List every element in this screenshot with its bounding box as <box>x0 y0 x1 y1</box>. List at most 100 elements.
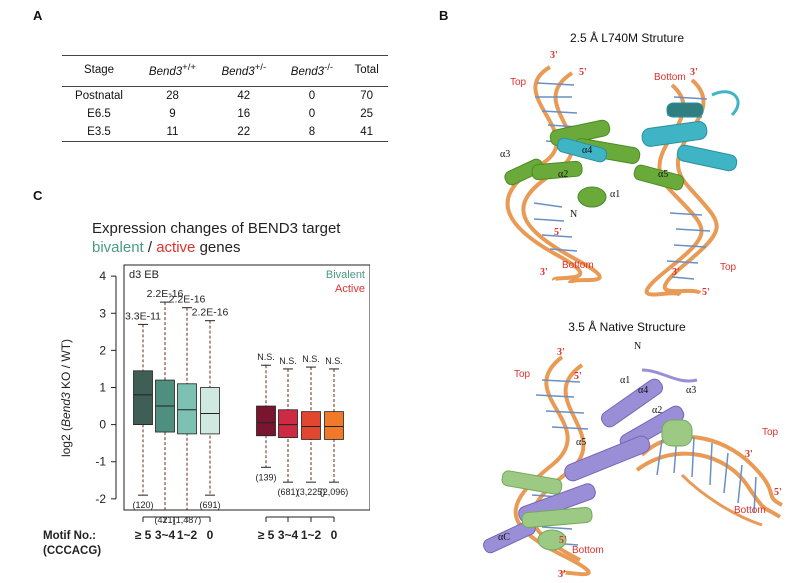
protein-ribbon-green <box>501 419 693 551</box>
label-alpha1: α1 <box>620 375 630 386</box>
cell-total: 25 <box>360 107 374 120</box>
y-tick-label: -2 <box>95 492 106 506</box>
y-axis: -2 -1 0 1 2 3 4 <box>95 269 117 506</box>
panel-label-a: A <box>33 8 43 23</box>
label-5prime: 5' <box>579 67 587 78</box>
box-iqr <box>324 411 344 440</box>
protein-ribbon-purple <box>483 368 698 554</box>
sample-size-label: (3,225) <box>297 487 326 497</box>
x-tick-label: 1~2 <box>177 528 198 542</box>
panel-label-b: B <box>439 8 449 23</box>
sample-size-label: (681) <box>277 487 298 497</box>
p-value-label: N.S. <box>257 352 275 362</box>
cell-het: 22 <box>208 122 279 142</box>
cell-total: 70 <box>360 89 374 102</box>
table-row: E6.5 9 16 0 25 <box>62 105 388 123</box>
label-3prime: 3' <box>540 267 548 278</box>
cell-wt: 28 <box>166 89 179 102</box>
p-value-label: N.S. <box>302 354 320 364</box>
label-n-terminus: N <box>570 209 577 220</box>
label-alpha5: α5 <box>576 437 586 448</box>
plot-frame <box>123 264 370 511</box>
title-bivalent: bivalent <box>92 239 145 256</box>
x-axis: ≥ 5 3~4 1~2 0 ≥ 5 3~4 1~2 0 <box>135 516 338 542</box>
y-tick-label: 3 <box>99 306 106 320</box>
p-value-label: N.S. <box>279 356 297 366</box>
label-5prime: 5' <box>574 371 582 382</box>
label-alpha3: α3 <box>500 149 510 160</box>
box-active: N.S. (139) <box>255 352 276 482</box>
title-end: genes <box>195 239 240 256</box>
label-top: Top <box>510 77 527 88</box>
header-het: Bend3+/- <box>208 55 279 87</box>
cell-ko: 8 <box>278 122 346 142</box>
table-row: E3.5 11 22 8 41 <box>62 122 388 142</box>
sample-size-label: (2,096) <box>320 487 349 497</box>
x-tick-label: 1~2 <box>301 528 322 542</box>
genotype-table: Stage Bend3+/+ Bend3+/- Bend3-/- Total P… <box>62 55 388 142</box>
x-tick-label: 3~4 <box>278 528 299 542</box>
label-alpha3: α3 <box>686 385 696 396</box>
panel-label-c: C <box>33 188 43 203</box>
boxplot-chart: Expression changes of BEND3 target bival… <box>43 220 370 557</box>
label-bottom: Bottom <box>734 505 766 516</box>
structure-bottom-title: 3.5 Å Native Structure <box>568 319 686 334</box>
box-active: N.S. (3,225) <box>297 354 326 497</box>
label-alpha2: α2 <box>558 169 568 180</box>
label-alpha1: α1 <box>610 189 620 200</box>
y-tick-label: 0 <box>99 418 106 432</box>
y-axis-label: log2 (Bend3 KO / WT) <box>59 339 73 457</box>
sample-size-label: (691) <box>199 500 220 510</box>
cell-wt: 11 <box>136 122 209 142</box>
header-wt: Bend3+/+ <box>136 55 209 87</box>
cell-het: 16 <box>237 107 251 120</box>
box-iqr <box>200 387 220 435</box>
table-header-row: Stage Bend3+/+ Bend3+/- Bend3-/- Total <box>62 55 388 87</box>
title-active: active <box>156 239 195 256</box>
x-tick-label: 3~4 <box>155 528 176 542</box>
label-5prime: 5' <box>554 227 562 238</box>
label-bottom: Bottom <box>562 260 594 271</box>
box-series: 3.3E-11(120)2.2E-16(421)2.2E-16(1,487)2.… <box>125 288 348 525</box>
label-5prime: 5' <box>559 535 567 546</box>
sample-size-label: (139) <box>255 472 276 482</box>
label-top: Top <box>762 427 779 438</box>
label-3prime: 3' <box>690 67 698 78</box>
panel-tag: d3 EB <box>129 269 159 281</box>
structure-figure: 2.5 Å L740M Struture <box>483 30 783 580</box>
cell-het: 42 <box>237 89 251 102</box>
label-3prime: 3' <box>745 449 753 460</box>
cell-wt: 9 <box>169 107 176 120</box>
label-alpha5: α5 <box>658 169 668 180</box>
box-bivalent: 2.2E-16 (691) <box>192 307 229 510</box>
box-iqr <box>301 411 321 440</box>
label-top: Top <box>720 262 737 273</box>
structure-top: 2.5 Å L740M Struture <box>500 30 740 298</box>
box-bivalent: 3.3E-11 (120) <box>125 310 161 510</box>
y-tick-label: 1 <box>99 381 106 395</box>
structure-top-labels: 3' 5' Top Bottom 3' α3 α4 α2 α5 α1 N 5' … <box>500 50 737 298</box>
box-iqr <box>133 370 153 426</box>
y-tick-label: -1 <box>95 455 106 469</box>
legend-bivalent: Bivalent <box>326 269 365 281</box>
box-active: N.S. (2,096) <box>320 356 349 497</box>
chart-title-line1: Expression changes of BEND3 target <box>92 220 341 237</box>
label-bottom: Bottom <box>654 72 686 83</box>
x-tick-label: 0 <box>207 528 214 542</box>
structure-bottom-labels: 3' Top 5' N α1 α4 α3 α2 α5 Top 3' 5' Bot… <box>498 341 782 580</box>
x-tick-label: ≥ 5 <box>258 528 275 542</box>
label-3prime: 3' <box>557 347 565 358</box>
p-value-label: 2.2E-16 <box>169 294 206 306</box>
cell-stage: Postnatal <box>75 89 123 102</box>
x-tick-label: 0 <box>331 528 338 542</box>
x-tick-label: ≥ 5 <box>135 528 152 542</box>
label-n-terminus: N <box>634 341 641 352</box>
cell-ko: 0 <box>308 107 316 120</box>
p-value-label: 3.3E-11 <box>125 310 161 322</box>
label-alpha4: α4 <box>638 385 648 396</box>
structure-top-title: 2.5 Å L740M Struture <box>570 30 684 45</box>
label-5prime: 5' <box>774 487 782 498</box>
x-axis-label-line1: Motif No.: <box>43 530 96 542</box>
table-row: Postnatal 28 42 0 70 <box>62 86 388 105</box>
chart-title-line2: bivalent / active genes <box>92 239 240 256</box>
